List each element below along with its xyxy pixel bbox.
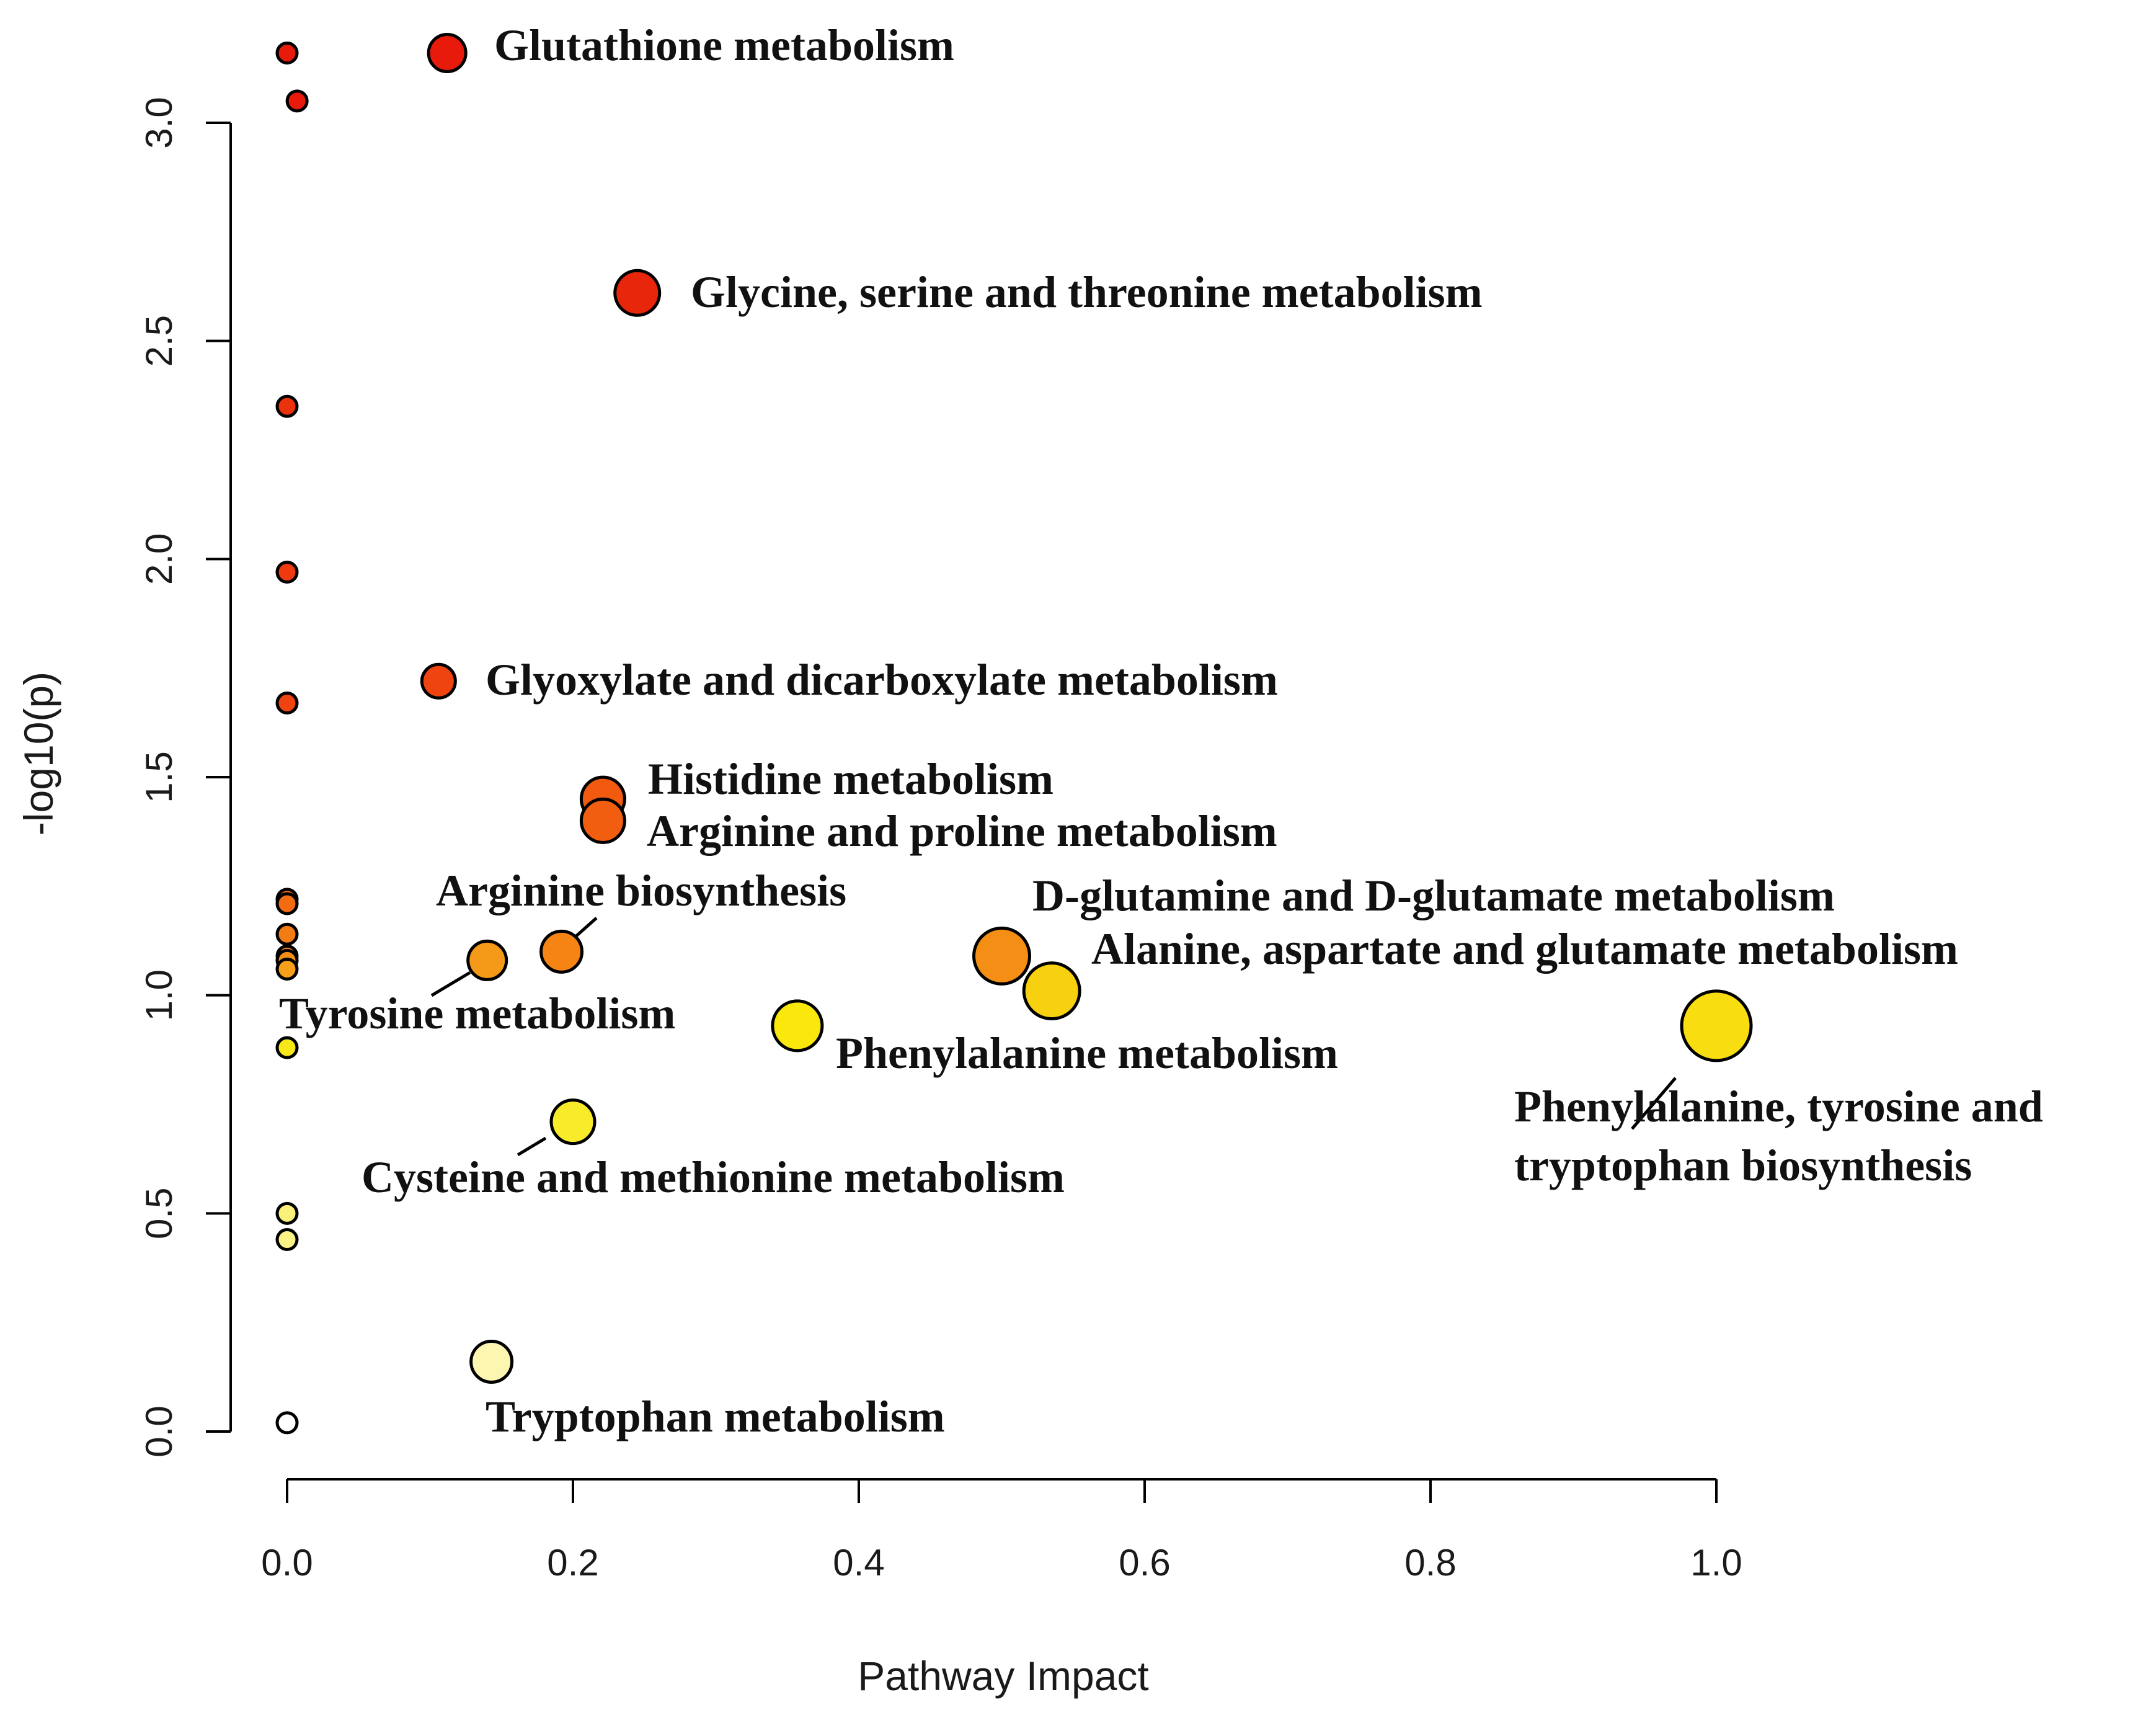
data-point [275,1228,299,1252]
point-label: Cysteine and methionine metabolism [362,1152,1065,1202]
data-point-d-glutamine-and-d-glutamate-metabolism [972,926,1031,986]
axes: 0.0 0.2 0.4 0.6 0.8 1.0 0.0 0.5 1.0 1.5 2.0 2.5 3.0 [138,97,1742,1583]
y-tick-label: 0.0 [138,1405,180,1457]
data-point-alanine-aspartate-and-glutamate-metabolism [1022,961,1081,1021]
data-point [275,1036,299,1059]
point-label: Phenylalanine, tyrosine and tryptophan bi… [1514,1082,2043,1190]
x-tick-label: 0.4 [833,1542,884,1583]
point-label: Histidine metabolism [648,754,1054,804]
x-tick-label: 1.0 [1690,1542,1742,1583]
point-label: Glyoxylate and dicarboxylate metabolism [486,655,1278,705]
data-point-tryptophan-metabolism [469,1339,514,1384]
data-point [275,1411,299,1435]
data-points [275,32,1753,1435]
data-point [275,957,299,981]
data-point-arginine-and-proline-metabolism [579,797,626,844]
y-tick-label: 1.5 [138,751,180,803]
y-tick-label: 2.0 [138,533,180,585]
data-point-cysteine-and-methionine-metabolism [549,1098,597,1146]
leader-line [517,1136,547,1157]
data-point [275,691,299,715]
data-point-tyrosine-metabolism [466,939,508,981]
point-label: D-glutamine and D-glutamate metabolism [1032,871,1835,920]
data-point-arginine-biosynthesis [539,929,584,974]
y-tick-label: 0.5 [138,1188,180,1239]
y-tick-label: 2.5 [138,315,180,367]
data-point [275,922,299,946]
data-point [275,1201,299,1225]
point-label: Glycine, serine and threonine metabolism [691,267,1483,317]
leader-line [1631,1077,1677,1130]
data-point-glycine-serine-and-threonine-metabolism [613,269,662,317]
point-labels: Glutathione metabolism Glycine, serine an… [279,20,2043,1441]
data-point-phenylalanine-metabolism [771,999,824,1053]
data-point-glutathione-metabolism [427,32,468,73]
data-point [275,394,299,418]
y-axis-title: -log10(p) [16,672,61,835]
x-tick-label: 0.6 [1119,1542,1170,1583]
x-tick-label: 0.0 [261,1542,313,1583]
x-tick-label: 0.8 [1404,1542,1456,1583]
x-axis-title: Pathway Impact [858,1653,1149,1699]
y-tick-label: 1.0 [138,969,180,1021]
point-label: Arginine and proline metabolism [647,806,1277,856]
data-point-phenylalanine-tyrosine-and-tryptophan-biosynthesis [1680,989,1753,1062]
data-point [275,892,299,915]
point-label-line: tryptophan biosynthesis [1514,1141,1972,1190]
point-label: Alanine, aspartate and glutamate metabol… [1091,924,1958,974]
point-label: Glutathione metabolism [494,20,954,70]
point-label-line: Phenylalanine, tyrosine and [1514,1082,2043,1131]
leader-line [430,971,471,997]
data-point [275,41,299,65]
x-tick-label: 0.2 [547,1542,598,1583]
point-label: Tyrosine metabolism [279,989,675,1038]
y-tick-label: 3.0 [138,97,180,148]
point-label: Arginine biosynthesis [436,866,846,915]
point-label: Tryptophan metabolism [486,1392,945,1441]
point-label: Phenylalanine metabolism [836,1028,1338,1078]
data-point [285,89,309,113]
data-point [275,560,299,584]
data-point-glyoxylate-and-dicarboxylate-metabolism [420,662,457,700]
